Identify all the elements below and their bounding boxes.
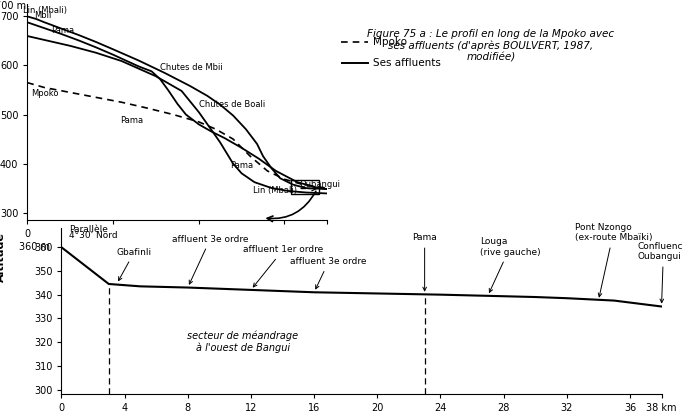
Text: Altitude: Altitude (0, 232, 6, 282)
Text: Mbii: Mbii (34, 11, 52, 20)
Text: 4°30' Nord: 4°30' Nord (70, 231, 118, 240)
Text: Pama: Pama (120, 116, 143, 125)
Text: Pama: Pama (412, 234, 437, 291)
Bar (291, 180, 318, 194)
Text: 360 m: 360 m (19, 242, 50, 252)
Text: Mpoko: Mpoko (31, 89, 58, 98)
Text: Mpoko: Mpoko (373, 37, 407, 47)
Text: secteur de méandrage
à l'ouest de Bangui: secteur de méandrage à l'ouest de Bangui (188, 331, 299, 354)
Text: Chutes de Boali: Chutes de Boali (198, 100, 265, 109)
Text: Chutes de Mbii: Chutes de Mbii (160, 63, 223, 72)
Text: Lin (Mbali): Lin (Mbali) (23, 6, 67, 15)
Text: Ses affluents: Ses affluents (373, 58, 441, 68)
Text: Parallèle: Parallèle (70, 225, 108, 234)
Text: Gbafinli: Gbafinli (117, 248, 152, 281)
Text: Confluence
Oubangui: Confluence Oubangui (638, 242, 682, 303)
Text: affluent 1er ordre: affluent 1er ordre (243, 245, 323, 287)
Text: Lin (Mbali): Lin (Mbali) (253, 186, 297, 195)
Text: Pama: Pama (51, 26, 74, 34)
Text: Figure 75 a : Le profil en long de la Mpoko avec
ses affluents (d'après BOULVERT: Figure 75 a : Le profil en long de la Mp… (368, 29, 614, 63)
Text: Louga
(rive gauche): Louga (rive gauche) (480, 237, 541, 292)
Text: affluent 3e ordre: affluent 3e ordre (291, 257, 367, 289)
Text: Pont Nzongo
(ex-route Mbaïki): Pont Nzongo (ex-route Mbaïki) (575, 223, 652, 297)
Text: Oubangui: Oubangui (299, 180, 340, 189)
Text: Pama: Pama (231, 161, 254, 169)
Text: affluent 3e ordre: affluent 3e ordre (172, 234, 248, 284)
Text: 700 m: 700 m (0, 0, 26, 10)
